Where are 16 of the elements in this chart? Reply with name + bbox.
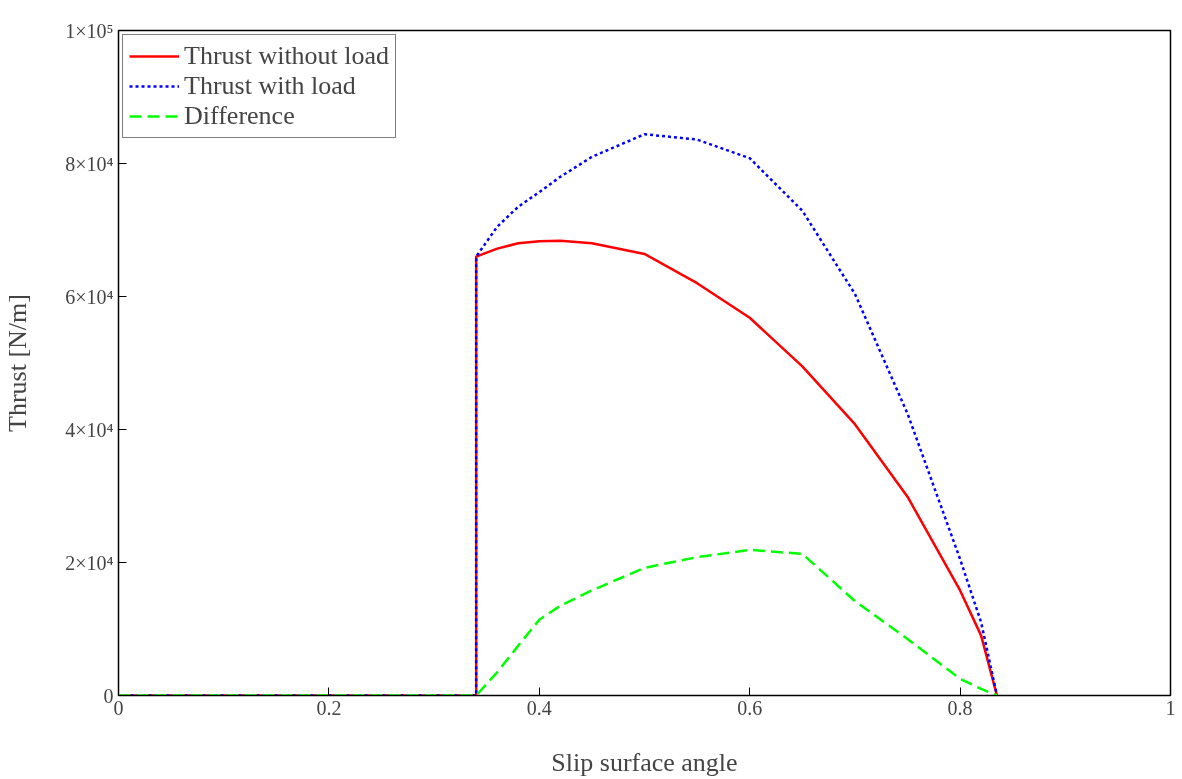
y-axis-title: Thrust [N/m]: [3, 294, 33, 432]
x-tick-label: 0.4: [526, 696, 552, 719]
x-tick-label: 0.8: [947, 696, 973, 719]
x-tick-label: 0.6: [737, 696, 763, 719]
x-axis-title: Slip surface angle: [551, 747, 738, 777]
x-tick-label: 0.2: [316, 696, 342, 719]
line-series: [118, 548, 999, 696]
y-tick-label: 4×10⁴: [65, 418, 114, 441]
legend-label: Thrust with load: [184, 71, 356, 101]
y-tick-label: 8×10⁴: [65, 152, 114, 175]
y-tick-label: 6×10⁴: [65, 285, 114, 308]
x-tick-label: 1: [1165, 696, 1176, 719]
legend-label: Difference: [184, 101, 295, 131]
legend-label: Thrust without load: [184, 41, 390, 71]
y-tick-label: 2×10⁴: [65, 551, 114, 574]
y-tick-label: 1×10⁵: [65, 19, 114, 42]
